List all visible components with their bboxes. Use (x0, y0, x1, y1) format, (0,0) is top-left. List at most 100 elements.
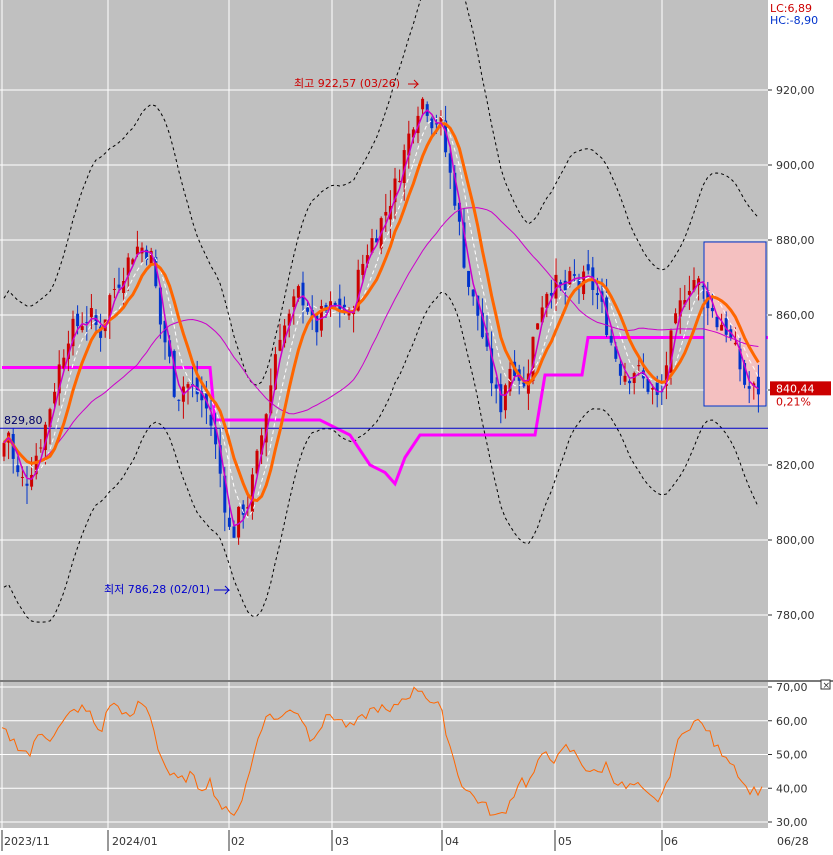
candle-body (637, 365, 641, 367)
ma-short-line (3, 109, 759, 527)
candle-body (669, 330, 673, 373)
candle-body (655, 382, 659, 395)
candle-body (467, 270, 471, 287)
candle-body (154, 257, 158, 287)
candle-body (756, 376, 760, 395)
candle-body (554, 274, 558, 299)
candle-body (301, 282, 305, 306)
date-tick-label: 02 (231, 835, 245, 848)
candle-body (577, 279, 581, 287)
candle-body (329, 301, 333, 308)
date-axis: 2023/11 2024/01 02 03 04 05 06 06/28 (1, 830, 809, 851)
candle-body (145, 249, 149, 260)
candle-body (503, 385, 507, 411)
candle-body (62, 357, 66, 369)
candle-body (733, 342, 737, 345)
candle-body (609, 335, 613, 343)
candle-body (522, 382, 526, 387)
candle-body (177, 399, 181, 401)
candle-body (85, 322, 89, 324)
close-panel-icon[interactable]: × (823, 681, 831, 691)
candle-body (66, 343, 70, 360)
candle-body (347, 311, 351, 316)
candle-body (80, 326, 84, 331)
candle-body (536, 323, 540, 330)
candle-body (273, 354, 277, 390)
candle-body (375, 238, 379, 243)
candle-body (678, 300, 682, 317)
candle-body (434, 123, 438, 125)
lower-band-line (3, 291, 759, 623)
oscillator-panel: 30,00 40,00 50,00 60,00 70,00 (1, 681, 808, 829)
candle-body (462, 222, 466, 268)
candle-body (605, 297, 609, 336)
candle-body (692, 280, 696, 291)
candle-body (572, 274, 576, 276)
price-axis: 780,00800,00820,00840,00860,00880,00900,… (768, 84, 831, 622)
change-percent-label: 0,21% (776, 395, 811, 408)
candle-body (664, 365, 668, 386)
osc-tick-label: 50,00 (776, 749, 808, 762)
indicator-lines (0, 336, 768, 487)
candle-body (227, 517, 231, 527)
candle-body (30, 474, 34, 487)
candle-body (407, 133, 411, 156)
candle-body (149, 250, 153, 266)
candle-body (117, 284, 121, 288)
panel-separator (0, 680, 833, 682)
close-panel-button[interactable] (820, 679, 831, 690)
highlight-range-box (703, 241, 767, 407)
candle-body (232, 526, 236, 538)
candle-body (393, 178, 397, 203)
price-tick-label: 900,00 (776, 159, 815, 172)
candle-body (338, 298, 342, 311)
candle-body (53, 391, 57, 404)
candle-body (200, 391, 204, 401)
price-tick-label: 780,00 (776, 609, 815, 622)
candle-body (411, 129, 415, 138)
candle-body (485, 332, 489, 347)
candle-body (25, 483, 29, 486)
candle-body (34, 455, 38, 475)
upper-band-line (3, 0, 759, 386)
candle-body (623, 375, 627, 382)
candle-body (278, 339, 282, 351)
candle-body (480, 312, 484, 338)
price-tick-label: 800,00 (776, 534, 815, 547)
candle-body (549, 292, 553, 296)
candle-body (457, 202, 461, 222)
candle-body (260, 435, 264, 455)
x-axis-background (0, 830, 833, 851)
candle-body (71, 318, 75, 347)
candle-body (651, 388, 655, 390)
price-tick-label: 880,00 (776, 234, 815, 247)
candle-body (586, 264, 590, 271)
candle-body (365, 255, 369, 264)
candle-body (494, 384, 498, 389)
candle-body (292, 296, 296, 307)
candle-body (398, 181, 402, 183)
candle-body (39, 447, 43, 449)
candle-body (108, 295, 112, 321)
candle-body (168, 340, 172, 357)
candle-body (172, 350, 176, 397)
candle-body (131, 259, 135, 265)
max-marker-arrow (408, 79, 420, 89)
candle-body (112, 288, 116, 290)
candle-body (430, 118, 434, 129)
candle-body (163, 320, 167, 343)
candle-body (384, 211, 388, 216)
candle-body (421, 98, 425, 110)
candle-body (218, 445, 222, 474)
candle-body (250, 474, 254, 512)
candle-body (237, 506, 241, 538)
candle-body (306, 307, 310, 312)
candle-body (697, 278, 701, 286)
main-plot-background (0, 0, 768, 680)
date-tick-label: 2024/01 (112, 835, 158, 848)
step-indicator-line (2, 336, 768, 487)
candle-body (444, 120, 448, 153)
candle-body (724, 318, 728, 335)
candle-body (296, 286, 300, 298)
